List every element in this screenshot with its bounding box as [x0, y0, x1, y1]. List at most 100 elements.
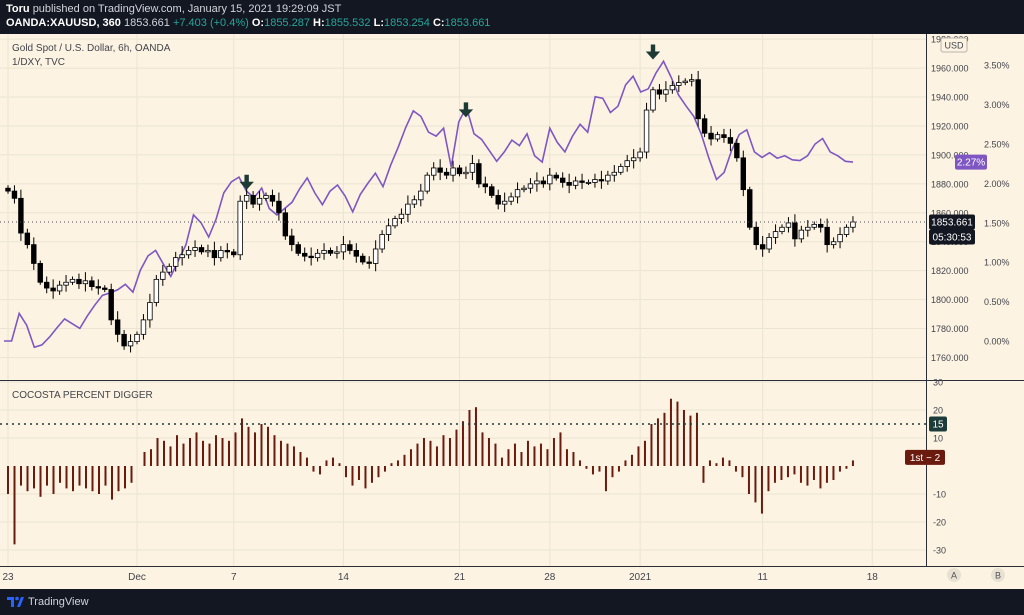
candle: [211, 241, 218, 266]
candle-body: [5, 187, 11, 192]
candle: [50, 279, 56, 299]
candle-body: [676, 82, 682, 86]
candle: [224, 243, 230, 259]
countdown-value: 05:30:53: [933, 232, 972, 243]
price-badge: [929, 214, 975, 230]
candle-body: [263, 195, 269, 199]
candle: [63, 275, 69, 292]
auto-scale-button[interactable]: [947, 568, 961, 582]
candle: [205, 244, 211, 258]
candle: [231, 248, 237, 258]
candle-body: [308, 255, 314, 259]
candle: [185, 246, 192, 259]
candle: [314, 248, 321, 262]
candle: [701, 114, 708, 138]
candle-body: [398, 213, 405, 219]
candle: [753, 221, 759, 250]
candle: [179, 246, 185, 266]
candle-body: [489, 186, 495, 196]
candle-body: [211, 250, 218, 259]
candle-body: [360, 255, 366, 263]
candle-body: [153, 278, 160, 303]
overlay-tick-label: 0.00%: [984, 337, 1010, 347]
candle: [759, 235, 766, 257]
candle: [276, 192, 282, 221]
currency-badge[interactable]: [940, 37, 968, 53]
price-tick-label: 1920.000: [931, 121, 969, 131]
candle: [656, 84, 663, 100]
time-axis[interactable]: [0, 566, 1024, 589]
candle-body: [579, 180, 585, 183]
candle-body: [766, 236, 772, 250]
candle-body: [82, 280, 89, 285]
price-tick-label: 1940.000: [931, 93, 969, 103]
high-value: 1855.532: [324, 17, 371, 29]
candle-body: [321, 250, 327, 254]
candle-body: [469, 163, 476, 173]
candle-body: [166, 265, 172, 273]
candle-body: [56, 284, 63, 292]
candle: [76, 273, 82, 289]
candle: [353, 243, 359, 263]
candle-body: [637, 151, 643, 159]
candle-body: [430, 167, 437, 176]
candle: [5, 185, 11, 194]
log-scale-button[interactable]: [991, 568, 1005, 582]
candle-body: [695, 79, 701, 120]
candle-body: [495, 195, 501, 205]
candle: [772, 224, 779, 244]
candle: [282, 208, 289, 240]
candle-body: [540, 180, 547, 185]
indicator-tick-label: 20: [933, 406, 943, 416]
candle-body: [566, 182, 572, 186]
indicator-axis[interactable]: [926, 381, 1024, 566]
candle: [650, 86, 656, 113]
candle-body: [231, 251, 237, 256]
candle-body: [727, 137, 734, 144]
time-tick-label: 11: [757, 572, 768, 583]
candle-body: [243, 195, 250, 202]
candle: [798, 225, 805, 243]
tradingview-logo-icon[interactable]: [6, 594, 24, 608]
candle: [443, 167, 450, 180]
author-name[interactable]: Toru: [6, 3, 30, 15]
candle: [198, 244, 205, 255]
tradingview-brand[interactable]: TradingView: [28, 596, 89, 608]
candle-body: [114, 319, 121, 335]
indicator-pane[interactable]: [0, 381, 926, 566]
candle-body: [669, 85, 676, 91]
candle: [89, 276, 95, 291]
price-change: +7.403 (+0.4%): [172, 17, 249, 29]
candle: [430, 162, 437, 181]
price-tick-label: 1800.000: [931, 295, 969, 305]
candle: [218, 246, 224, 262]
candle: [611, 165, 617, 182]
candle-body: [37, 263, 43, 283]
indicator-tick-label: 10: [933, 434, 943, 444]
candle-body: [289, 235, 295, 246]
overlay-badge: [955, 154, 987, 170]
auto-scale-label: A: [951, 571, 957, 581]
candle: [263, 192, 269, 201]
candle-body: [850, 221, 856, 228]
candle: [637, 147, 643, 162]
high-label: H:: [313, 17, 325, 29]
candle: [250, 191, 256, 209]
candle-body: [192, 247, 198, 251]
candle-body: [31, 244, 37, 264]
time-tick-label: 18: [867, 572, 879, 583]
close-label: C:: [432, 17, 445, 29]
candle-body: [605, 174, 611, 182]
candle: [669, 81, 676, 94]
candle: [779, 224, 785, 235]
candle: [192, 240, 198, 257]
candle-body: [689, 79, 695, 82]
price-axis[interactable]: [926, 34, 1024, 380]
candle-body: [147, 302, 153, 321]
candle-body: [11, 190, 18, 199]
candle: [508, 192, 514, 206]
candle-body: [160, 271, 166, 280]
candle-body: [411, 199, 418, 205]
overlay-tick-label: 1.50%: [984, 218, 1010, 228]
